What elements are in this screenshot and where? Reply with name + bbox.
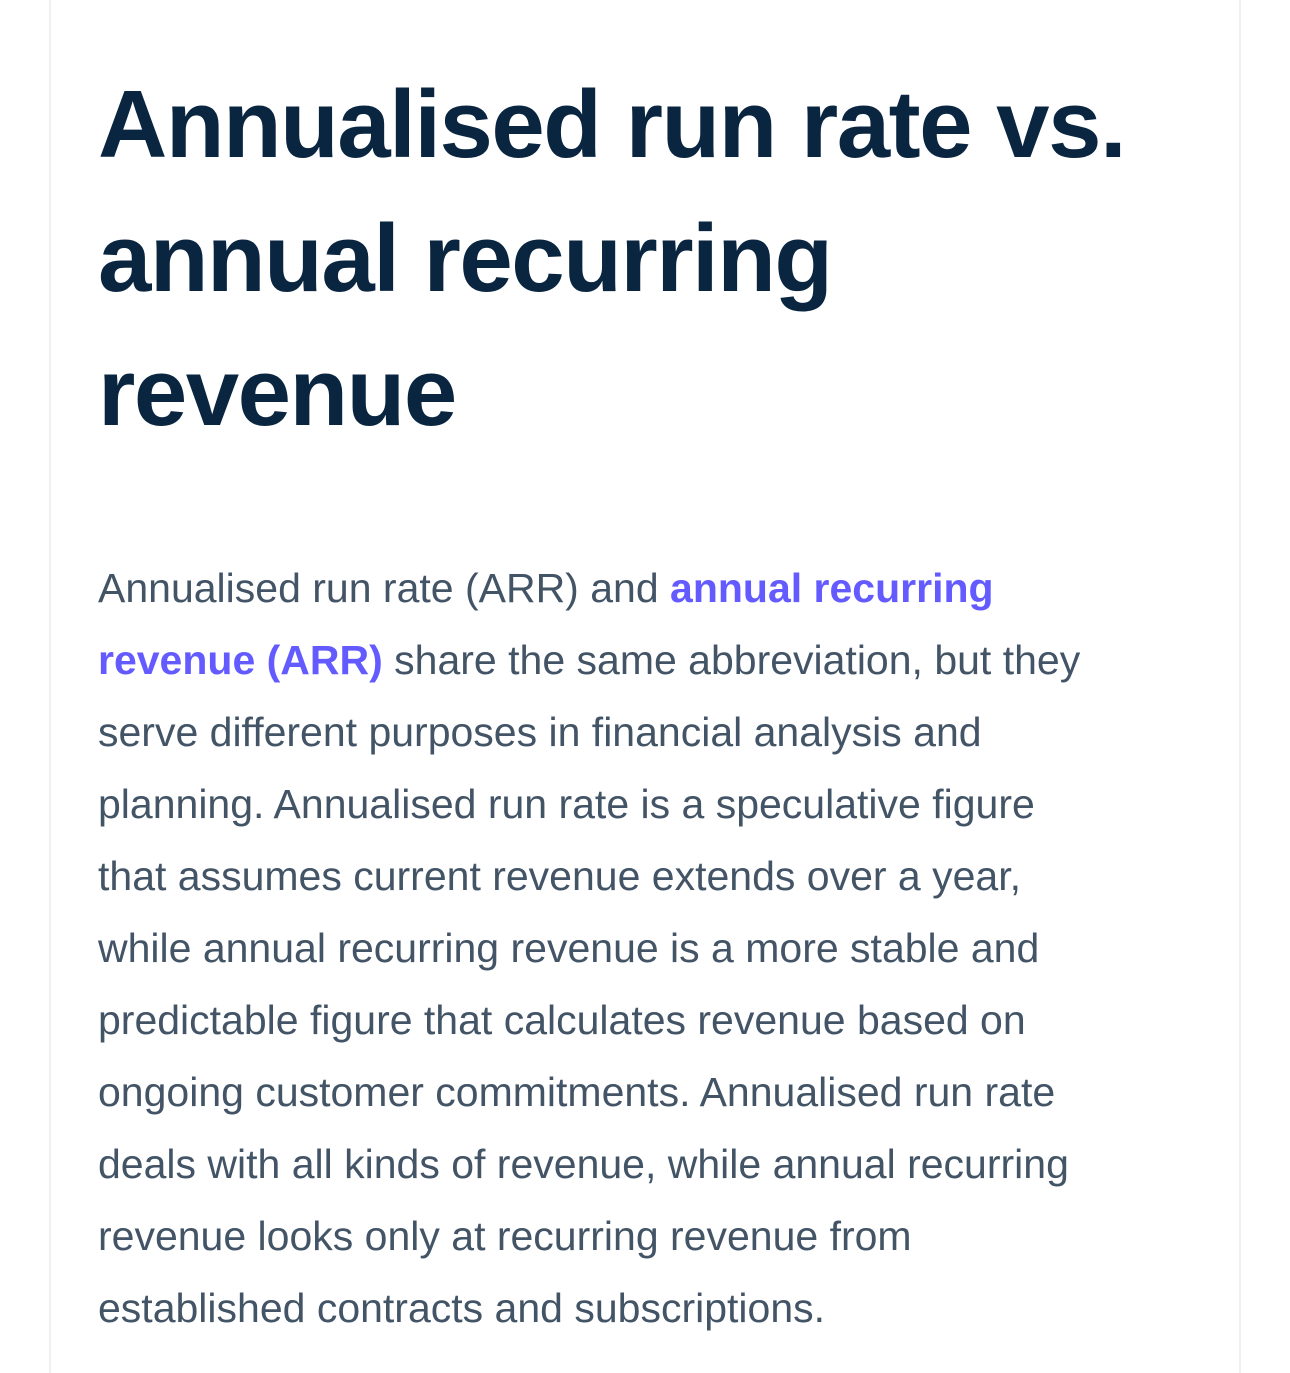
paragraph-text: Annualised run rate (ARR) and	[98, 565, 671, 611]
paragraph-line: while annual recurring revenue is a more…	[98, 925, 1040, 971]
paragraph-line: predictable figure that calculates reven…	[98, 997, 1026, 1043]
paragraph-text: share the same abbreviation, but they	[382, 637, 1081, 683]
paragraph-line: serve different purposes in financial an…	[98, 709, 982, 755]
paragraph-line: ongoing customer commitments. Annualised…	[98, 1069, 1056, 1115]
arr-link-continued[interactable]: revenue (ARR)	[98, 637, 383, 683]
paragraph-line: planning. Annualised run rate is a specu…	[98, 781, 1035, 827]
paragraph-line: established contracts and subscriptions.	[98, 1285, 826, 1331]
page-title-line: Annualised run rate vs.	[98, 71, 1127, 178]
page-title: Annualised run rate vs. annual recurring…	[98, 58, 1198, 460]
article-content: Annualised run rate vs. annual recurring…	[98, 58, 1198, 1344]
arr-link[interactable]: annual recurring	[670, 565, 994, 611]
paragraph-line: revenue looks only at recurring revenue …	[98, 1213, 912, 1259]
article-frame: Annualised run rate vs. annual recurring…	[49, 0, 1241, 1373]
paragraph-line: that assumes current revenue extends ove…	[98, 853, 1022, 899]
paragraph-line: revenue (ARR) share the same abbreviatio…	[98, 624, 1198, 696]
page-title-line: annual recurring	[98, 205, 833, 312]
paragraph-line: Annualised run rate (ARR) and annual rec…	[98, 552, 1198, 624]
body-paragraph: Annualised run rate (ARR) and annual rec…	[98, 552, 1198, 1344]
page-title-line: revenue	[98, 339, 457, 446]
paragraph-line: deals with all kinds of revenue, while a…	[98, 1141, 1069, 1187]
